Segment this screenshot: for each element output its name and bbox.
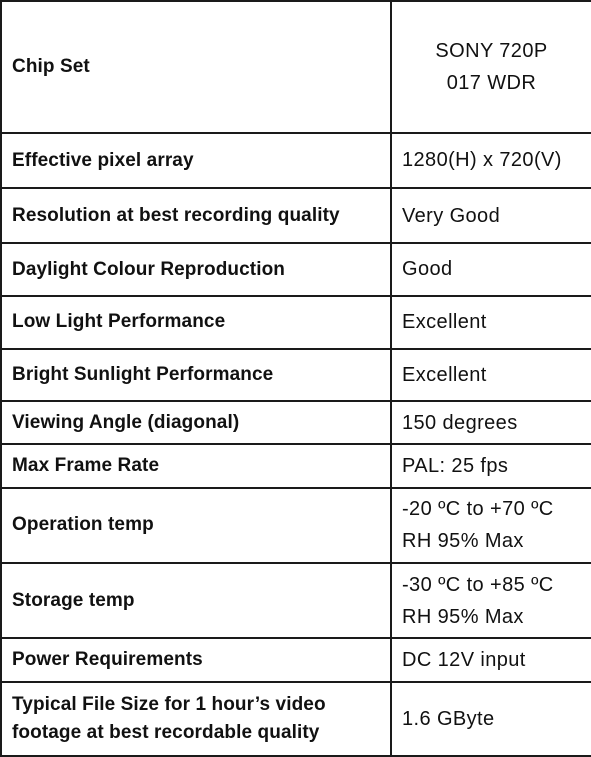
spec-label-cell: Bright Sunlight Performance xyxy=(0,347,392,403)
spec-label-cell: Chip Set xyxy=(0,0,392,134)
spec-value: SONY 720P xyxy=(435,39,548,62)
spec-value: Very Good xyxy=(402,204,501,227)
spec-label: Low Light Performance xyxy=(12,311,226,333)
spec-row: Storage temp -30 ºC to +85 ºC RH 95% Max xyxy=(0,561,591,640)
spec-value: -30 ºC to +85 ºC xyxy=(402,573,554,596)
spec-label: Typical File Size for 1 hour’s video xyxy=(12,694,326,716)
spec-value: RH 95% Max xyxy=(402,530,524,553)
spec-row: Operation temp -20 ºC to +70 ºC RH 95% Max xyxy=(0,486,591,564)
spec-row: Low Light Performance Excellent xyxy=(0,294,591,350)
spec-value: Excellent xyxy=(402,363,487,386)
spec-label: Bright Sunlight Performance xyxy=(12,364,274,386)
spec-label: Effective pixel array xyxy=(12,149,194,171)
spec-row: Effective pixel array 1280(H) x 720(V) xyxy=(0,131,591,189)
spec-label: Viewing Angle (diagonal) xyxy=(12,411,240,433)
spec-label: Resolution at best recording quality xyxy=(12,204,340,226)
spec-label-cell: Daylight Colour Reproduction xyxy=(0,242,392,297)
spec-label: Daylight Colour Reproduction xyxy=(12,258,286,280)
spec-value-cell: 1280(H) x 720(V) xyxy=(390,131,591,189)
spec-value: -20 ºC to +70 ºC xyxy=(402,498,554,521)
spec-value-cell: Excellent xyxy=(390,347,591,403)
spec-value-cell: Very Good xyxy=(390,186,591,245)
spec-row: Daylight Colour Reproduction Good xyxy=(0,242,591,297)
spec-label: footage at best recordable quality xyxy=(12,721,320,743)
spec-row: Bright Sunlight Performance Excellent xyxy=(0,347,591,403)
spec-row: Resolution at best recording quality Very… xyxy=(0,186,591,245)
spec-value-cell: Excellent xyxy=(390,294,591,350)
spec-value-cell: SONY 720P 017 WDR xyxy=(390,0,591,134)
spec-label: Power Requirements xyxy=(12,649,203,671)
spec-label-cell: Operation temp xyxy=(0,486,392,564)
spec-row: Chip Set SONY 720P 017 WDR xyxy=(0,0,591,134)
spec-row: Power Requirements DC 12V input xyxy=(0,637,591,683)
spec-label-cell: Storage temp xyxy=(0,561,392,640)
spec-value: 017 WDR xyxy=(446,71,537,94)
spec-label: Operation temp xyxy=(12,514,154,536)
spec-value: 150 degrees xyxy=(402,411,518,434)
spec-value: 1.6 GByte xyxy=(402,707,495,730)
spec-row: Typical File Size for 1 hour’s video foot… xyxy=(0,680,591,757)
spec-label-cell: Effective pixel array xyxy=(0,131,392,189)
spec-value: Excellent xyxy=(402,311,487,334)
spec-label: Storage temp xyxy=(12,589,135,611)
spec-label: Max Frame Rate xyxy=(12,455,160,477)
spec-label: Chip Set xyxy=(12,56,90,78)
spec-value-cell: 1.6 GByte xyxy=(390,680,591,757)
spec-value: DC 12V input xyxy=(402,648,526,671)
spec-value-cell: -20 ºC to +70 ºC RH 95% Max xyxy=(390,486,591,564)
spec-label-cell: Typical File Size for 1 hour’s video foot… xyxy=(0,680,392,757)
spec-value-cell: Good xyxy=(390,242,591,297)
spec-row: Max Frame Rate PAL: 25 fps xyxy=(0,443,591,489)
spec-value: 1280(H) x 720(V) xyxy=(402,149,562,172)
spec-label-cell: Resolution at best recording quality xyxy=(0,186,392,245)
spec-label-cell: Power Requirements xyxy=(0,637,392,683)
spec-row: Viewing Angle (diagonal) 150 degrees xyxy=(0,400,591,446)
spec-value: RH 95% Max xyxy=(402,605,524,628)
spec-value-cell: -30 ºC to +85 ºC RH 95% Max xyxy=(390,561,591,640)
spec-label-cell: Viewing Angle (diagonal) xyxy=(0,400,392,446)
spec-value: PAL: 25 fps xyxy=(402,454,509,477)
spec-value: Good xyxy=(402,258,453,281)
spec-value-cell: PAL: 25 fps xyxy=(390,443,591,489)
spec-label-cell: Max Frame Rate xyxy=(0,443,392,489)
spec-label-cell: Low Light Performance xyxy=(0,294,392,350)
spec-value-cell: DC 12V input xyxy=(390,637,591,683)
spec-value-cell: 150 degrees xyxy=(390,400,591,446)
